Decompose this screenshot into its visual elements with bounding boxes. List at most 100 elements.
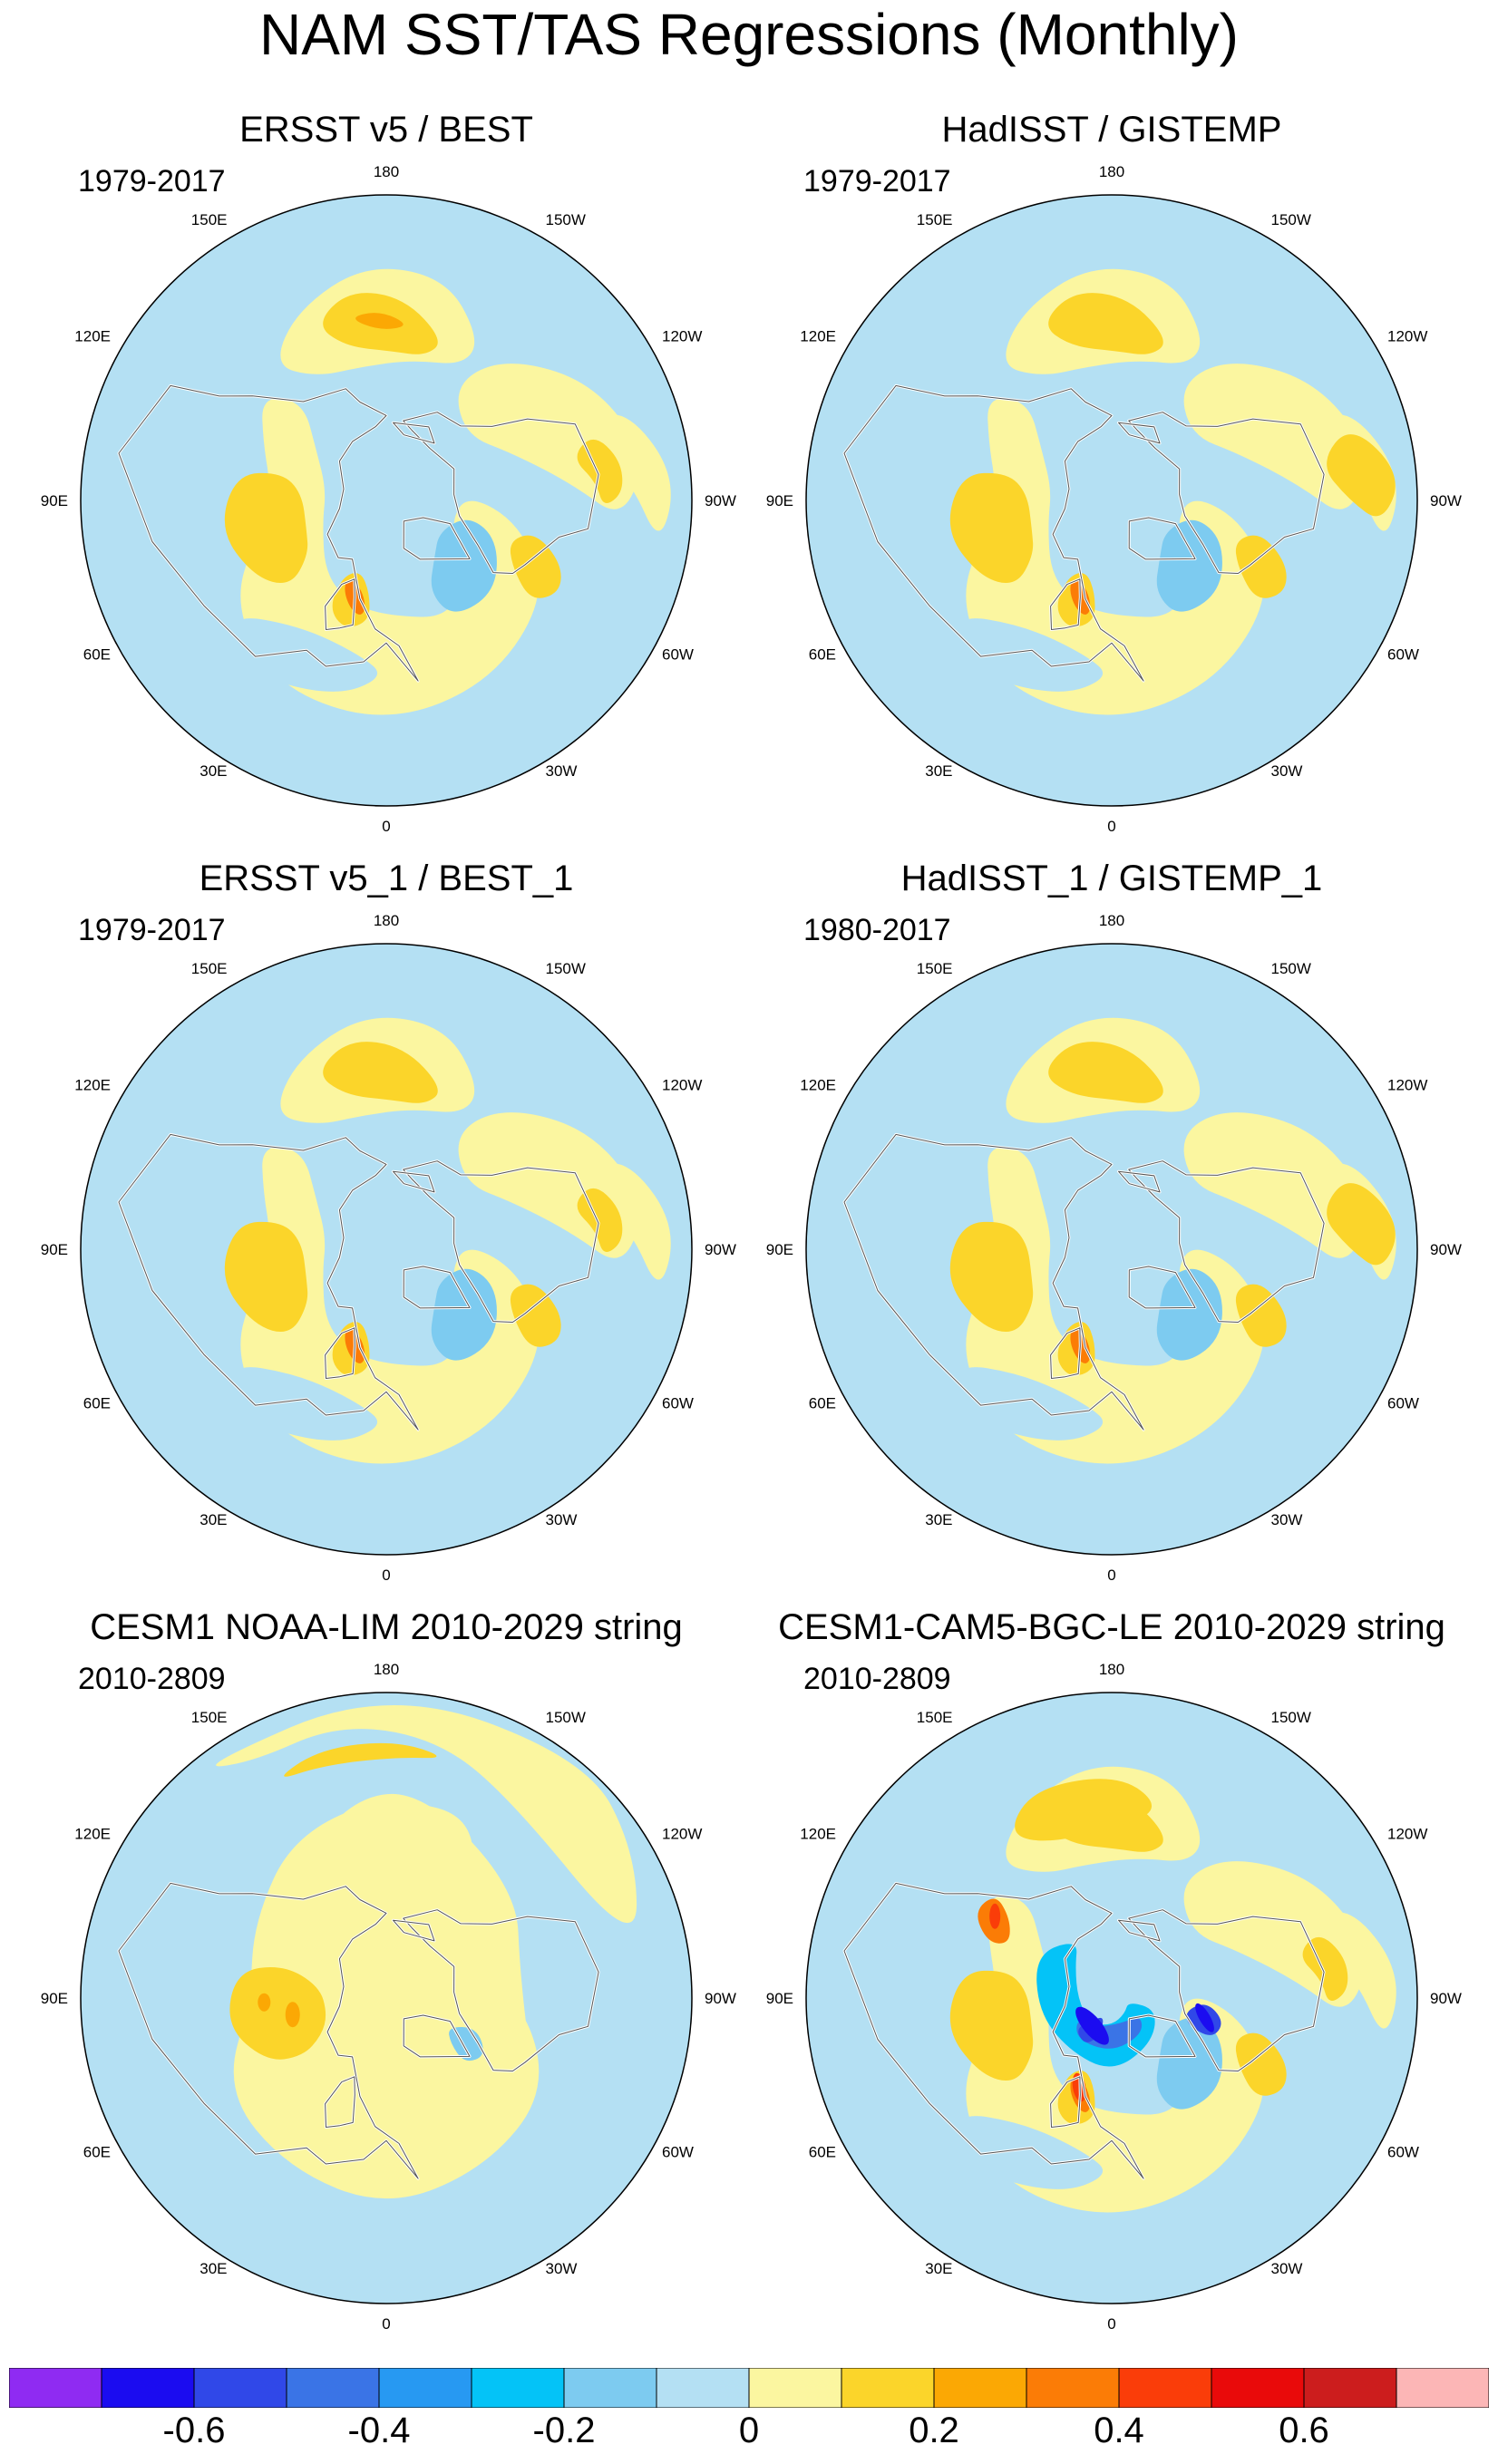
coastline <box>393 1919 435 1942</box>
longitude-label: 60E <box>809 1395 836 1412</box>
longitude-label: 30E <box>199 762 227 780</box>
peak-positive-anomaly <box>285 2002 300 2028</box>
negative-anomaly-region <box>1176 2128 1310 2261</box>
panel-title: ERSST v5 / BEST <box>239 110 533 150</box>
longitude-label: 30E <box>925 762 952 780</box>
longitude-label: 60W <box>662 2144 694 2161</box>
longitude-label: 90W <box>705 1241 736 1258</box>
peak-negative-anomaly <box>1075 2006 1109 2045</box>
negative-anomaly-region <box>164 2093 273 2208</box>
longitude-label: 30W <box>1271 2260 1303 2277</box>
colorbar-swatch <box>286 2368 380 2408</box>
longitude-label: 90E <box>41 492 68 509</box>
positive-anomaly-region <box>589 414 671 531</box>
longitude-label: 150E <box>917 960 953 977</box>
strong-positive-anomaly <box>1235 2032 1287 2096</box>
longitude-label: 30W <box>1271 1511 1303 1528</box>
longitude-label: 150W <box>546 1709 586 1726</box>
colorbar-swatch <box>1118 2368 1212 2408</box>
longitude-label: 150E <box>917 211 953 228</box>
strong-positive-anomaly <box>949 1221 1034 1333</box>
strong-positive-anomaly <box>510 1284 561 1347</box>
map-boundary <box>805 1692 1418 2304</box>
longitude-label: 120W <box>662 328 702 345</box>
longitude-label: 0 <box>382 818 390 835</box>
longitude-label: 60E <box>83 646 111 664</box>
longitude-label: 30E <box>199 2260 227 2277</box>
regression-field <box>806 1693 1417 2304</box>
negative-anomaly-region <box>231 1367 378 1441</box>
longitude-label: 150E <box>191 1709 228 1726</box>
longitude-label: 90E <box>41 1990 68 2007</box>
regression-field <box>806 944 1417 1555</box>
map-boundary <box>805 943 1418 1556</box>
positive-anomaly-region <box>1183 1112 1365 1258</box>
longitude-label: 150E <box>191 960 228 977</box>
polar-map: 180 150E 120E 90E 60E 30E 0 30W 60W 90W 120W 150W <box>41 1661 736 2333</box>
positive-anomaly-region <box>245 1793 528 2174</box>
panel-title: HadISST / GISTEMP <box>941 110 1282 150</box>
colorbar-tick-label: 0 <box>738 2411 760 2450</box>
longitude-label: 60E <box>83 1395 111 1412</box>
longitude-label: 90W <box>705 1990 736 2007</box>
strong-positive-anomaly <box>1235 1284 1287 1347</box>
longitude-label: 30W <box>546 2260 578 2277</box>
colorbar-swatch <box>471 2368 565 2408</box>
negative-anomaly-region <box>1176 630 1310 763</box>
colorbar-swatch <box>9 2368 102 2408</box>
longitude-label: 90W <box>705 492 736 509</box>
longitude-label: 90E <box>766 1241 793 1258</box>
panel-period: 1979-2017 <box>78 164 226 199</box>
longitude-label: 30E <box>925 1511 952 1528</box>
panel-title: CESM1 NOAA-LIM 2010-2029 string <box>90 1607 683 1647</box>
negative-anomaly-region <box>957 2116 1104 2189</box>
longitude-label: 60W <box>1387 646 1419 664</box>
coastline <box>843 384 1144 682</box>
panel-title: ERSST v5_1 / BEST_1 <box>199 859 574 898</box>
longitude-label: 60W <box>1387 1395 1419 1412</box>
coastline <box>1050 2076 1081 2128</box>
coastlines <box>117 1132 600 1431</box>
coastline <box>325 1327 355 1379</box>
regression-field <box>81 944 692 1555</box>
colorbar-swatch <box>563 2368 657 2408</box>
colorbar-swatch <box>101 2368 195 2408</box>
coastline <box>1118 422 1161 444</box>
longitude-label: 150W <box>1271 1709 1311 1726</box>
strong-positive-anomaly <box>1327 1183 1396 1266</box>
negative-anomaly-region <box>451 1379 585 1512</box>
longitude-label: 120E <box>800 1826 836 1843</box>
colorbar-swatch <box>933 2368 1027 2408</box>
strong-positive-anomaly <box>1015 1779 1153 1841</box>
map-boundary <box>80 194 693 807</box>
longitude-label: 90E <box>41 1241 68 1258</box>
coastline <box>1050 578 1081 630</box>
negative-anomaly-region <box>1156 519 1222 612</box>
longitude-label: 0 <box>1107 818 1115 835</box>
coastline <box>403 1160 599 1323</box>
longitude-label: 90W <box>1430 1990 1462 2007</box>
coastline <box>118 384 419 682</box>
negative-anomaly-region <box>957 1367 1104 1441</box>
map-boundary <box>80 1692 693 2304</box>
polar-map: 180 150E 120E 90E 60E 30E 0 30W 60W 90W 120W 150W <box>766 163 1462 835</box>
panel-period: 1979-2017 <box>78 913 226 947</box>
coastline <box>403 2014 471 2058</box>
longitude-label: 180 <box>374 912 399 929</box>
longitude-label: 90W <box>1430 492 1462 509</box>
longitude-label: 150E <box>191 211 228 228</box>
coastline <box>1118 1919 1161 1942</box>
longitude-label: 120W <box>1387 1077 1427 1094</box>
coastline <box>1128 1266 1196 1309</box>
coastline <box>403 1909 599 2071</box>
longitude-label: 30E <box>925 2260 952 2277</box>
coastline <box>403 517 471 560</box>
longitude-label: 120E <box>800 328 836 345</box>
coastline <box>1128 2014 1196 2058</box>
coastline <box>1128 412 1325 574</box>
colorbar-swatch <box>748 2368 842 2408</box>
longitude-label: 60W <box>662 1395 694 1412</box>
colorbar-swatch <box>841 2368 935 2408</box>
longitude-label: 60E <box>83 2144 111 2161</box>
negative-anomaly-region <box>1176 1379 1310 1512</box>
